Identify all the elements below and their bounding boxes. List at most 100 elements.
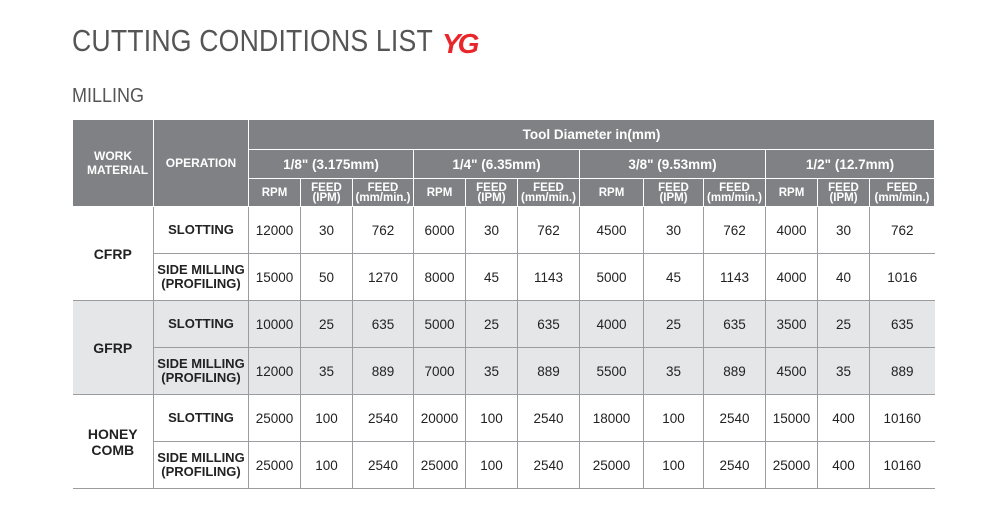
- feed-ipm-cell: 400: [817, 394, 870, 442]
- feed-ipm-cell: 40: [817, 253, 870, 301]
- header-row-3: RPM FEED (IPM) FEED (mm/min.) RPM FEED (…: [73, 178, 936, 207]
- header-row-1: WORK MATERIAL OPERATION Tool Diameter in…: [72, 119, 936, 207]
- rpm-cell: 4500: [765, 347, 818, 395]
- feed-ipm-cell: 400: [817, 441, 870, 489]
- feed-ipm-cell: 25: [300, 300, 353, 348]
- feed-mm-cell: 635: [352, 300, 414, 348]
- feed-mm-cell: 635: [868, 300, 935, 348]
- feed-ipm-cell: 100: [643, 441, 704, 489]
- rpm-cell: 18000: [579, 394, 644, 442]
- feed-ipm-cell: 100: [465, 394, 518, 442]
- tool-diameter-header: Tool Diameter in(mm): [247, 119, 936, 150]
- operation-header: OPERATION: [153, 119, 249, 207]
- feed-mm-cell: 10160: [868, 441, 935, 489]
- rpm-cell: 25000: [248, 394, 301, 442]
- feed-ipm-cell: 45: [643, 253, 704, 301]
- feed-ipm-cell: 25: [817, 300, 870, 348]
- rpm-header: RPM: [579, 178, 644, 207]
- rpm-cell: 15000: [765, 394, 818, 442]
- feed-mm-cell: 1143: [703, 253, 766, 301]
- page-title: CUTTING CONDITIONS LIST: [72, 22, 433, 58]
- feed-mm-cell: 635: [517, 300, 580, 348]
- operation-cell: SLOTTING: [153, 394, 249, 442]
- feed-ipm-cell: 30: [300, 206, 353, 254]
- feed-ipm-header: FEED (IPM): [643, 178, 704, 207]
- table-row: SIDE MILLING (PROFILING) 12000 35 889 7000 35…: [73, 347, 935, 395]
- rpm-cell: 5000: [579, 253, 644, 301]
- header-row-2: 1/8" (3.175mm) 1/4" (6.35mm) 3/8" (9.53m…: [73, 149, 936, 179]
- feed-ipm-cell: 45: [465, 253, 518, 301]
- rpm-header: RPM: [765, 178, 818, 207]
- feed-mm-cell: 762: [352, 206, 414, 254]
- rpm-cell: 12000: [248, 347, 301, 395]
- yg-logo: YG: [442, 29, 482, 55]
- feed-mm-cell: 2540: [352, 394, 414, 442]
- feed-ipm-cell: 25: [643, 300, 704, 348]
- feed-ipm-cell: 50: [300, 253, 353, 301]
- rpm-cell: 20000: [413, 394, 466, 442]
- rpm-header: RPM: [248, 178, 301, 207]
- work-material-cell: GFRP: [72, 300, 154, 395]
- feed-mm-cell: 889: [868, 347, 935, 395]
- cutting-conditions-table: WORK MATERIAL OPERATION Tool Diameter in…: [72, 119, 936, 489]
- rpm-cell: 10000: [248, 300, 301, 348]
- work-material-cell: HONEY COMB: [72, 394, 154, 489]
- operation-cell: SLOTTING: [153, 300, 249, 348]
- feed-ipm-cell: 100: [465, 441, 518, 489]
- feed-ipm-cell: 25: [465, 300, 518, 348]
- diameter-header: 1/2" (12.7mm): [764, 149, 936, 179]
- feed-mm-cell: 1016: [868, 253, 935, 301]
- rpm-cell: 4500: [579, 206, 644, 254]
- feed-ipm-header: FEED (IPM): [817, 178, 870, 207]
- feed-ipm-cell: 35: [817, 347, 870, 395]
- feed-ipm-header: FEED (IPM): [300, 178, 353, 207]
- feed-ipm-cell: 35: [643, 347, 704, 395]
- table-row: HONEY COMB SLOTTING 25000 100 2540 20000 100 25…: [72, 394, 935, 489]
- feed-mm-cell: 2540: [517, 394, 580, 442]
- feed-mm-cell: 635: [703, 300, 766, 348]
- rpm-cell: 25000: [765, 441, 818, 489]
- table-row: CFRP SLOTTING 12000 30 762 6000 30 762 4500 30 762…: [72, 206, 935, 301]
- feed-mm-cell: 10160: [868, 394, 935, 442]
- feed-mm-cell: 2540: [703, 394, 766, 442]
- rpm-cell: 3500: [765, 300, 818, 348]
- table-body: CFRP SLOTTING 12000 30 762 6000 30 762 4500 30 762…: [72, 206, 935, 489]
- feed-mm-header: FEED (mm/min.): [703, 178, 766, 207]
- rpm-cell: 25000: [413, 441, 466, 489]
- feed-mm-header: FEED (mm/min.): [517, 178, 580, 207]
- rpm-header: RPM: [413, 178, 466, 207]
- feed-ipm-cell: 35: [300, 347, 353, 395]
- rpm-cell: 25000: [579, 441, 644, 489]
- rpm-cell: 7000: [413, 347, 466, 395]
- table-row: SIDE MILLING (PROFILING) 25000 100 2540 2500…: [73, 441, 935, 489]
- rpm-cell: 4000: [765, 206, 818, 254]
- feed-mm-cell: 1270: [352, 253, 414, 301]
- work-material-header: WORK MATERIAL: [72, 119, 154, 207]
- feed-ipm-cell: 30: [817, 206, 870, 254]
- feed-mm-cell: 2540: [352, 441, 414, 489]
- feed-mm-cell: 889: [703, 347, 766, 395]
- table-row: GFRP SLOTTING 10000 25 635 5000 25 635 4000 25 635…: [72, 300, 935, 395]
- rpm-cell: 4000: [765, 253, 818, 301]
- rpm-cell: 6000: [413, 206, 466, 254]
- feed-ipm-cell: 100: [300, 394, 353, 442]
- feed-mm-header: FEED (mm/min.): [352, 178, 414, 207]
- feed-mm-cell: 2540: [517, 441, 580, 489]
- title-row: CUTTING CONDITIONS LIST: [72, 18, 492, 62]
- rpm-cell: 8000: [413, 253, 466, 301]
- rpm-cell: 5500: [579, 347, 644, 395]
- feed-ipm-cell: 100: [300, 441, 353, 489]
- operation-cell: SIDE MILLING (PROFILING): [153, 253, 249, 301]
- feed-mm-cell: 1143: [517, 253, 580, 301]
- rpm-cell: 5000: [413, 300, 466, 348]
- feed-mm-cell: 889: [352, 347, 414, 395]
- feed-ipm-cell: 30: [643, 206, 704, 254]
- feed-mm-header: FEED (mm/min.): [868, 178, 936, 207]
- table-row: SIDE MILLING (PROFILING) 15000 50 1270 8000 4…: [73, 253, 935, 301]
- feed-ipm-cell: 30: [465, 206, 518, 254]
- operation-cell: SIDE MILLING (PROFILING): [153, 347, 249, 395]
- rpm-cell: 15000: [248, 253, 301, 301]
- section-title: MILLING: [72, 85, 145, 107]
- diameter-header: 3/8" (9.53mm): [579, 149, 766, 179]
- rpm-cell: 12000: [248, 206, 301, 254]
